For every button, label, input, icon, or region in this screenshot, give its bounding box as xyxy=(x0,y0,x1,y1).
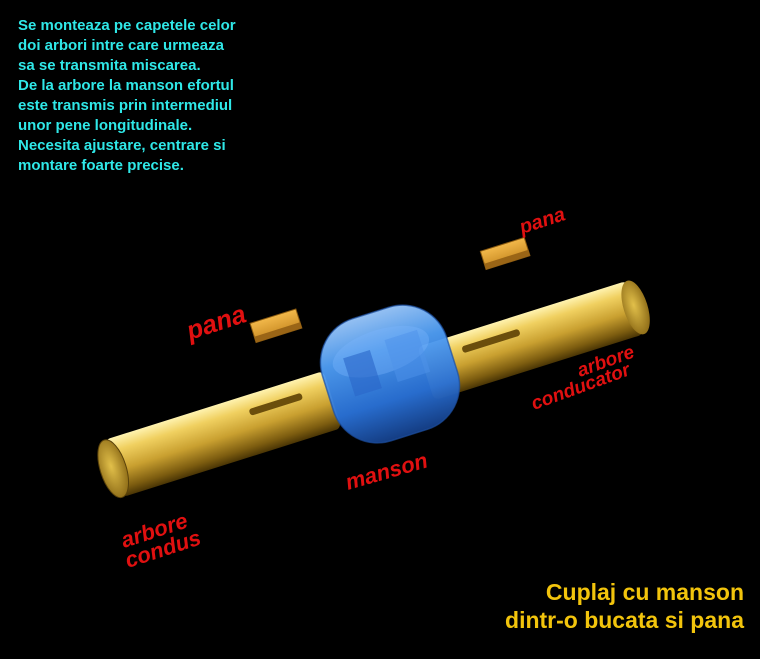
key-right xyxy=(479,236,531,271)
label-key-right: pana xyxy=(516,203,568,239)
sleeve-keyslot xyxy=(343,349,382,397)
description-line: Necesita ajustare, centrare si xyxy=(18,137,226,154)
description-line: Se monteaza pe capetele celor xyxy=(18,17,236,34)
description-line: unor pene longitudinale. xyxy=(18,117,193,134)
description-line: De la arbore la manson efortul xyxy=(18,77,234,94)
diagram-caption: Cuplaj cu manson dintr-o bucata si pana xyxy=(505,578,744,634)
keyway-left xyxy=(249,393,303,416)
caption-line: dintr-o bucata si pana xyxy=(505,607,744,633)
description-line: sa se transmita miscarea. xyxy=(18,57,201,74)
description-text: Se monteaza pe capetele celor doi arbori… xyxy=(18,16,236,176)
driven-shaft xyxy=(97,372,341,499)
sleeve-keyslot xyxy=(384,329,431,383)
label-sleeve: manson xyxy=(342,448,430,495)
description-line: montare foarte precise. xyxy=(18,157,184,174)
description-line: doi arbori intre care urmeaza xyxy=(18,37,224,54)
driving-shaft xyxy=(418,280,650,399)
sleeve-coupling xyxy=(319,304,461,444)
caption-line: Cuplaj cu manson xyxy=(545,579,744,605)
description-line: este transmis prin intermediul xyxy=(18,97,233,114)
label-key-left: pana xyxy=(182,298,250,346)
key-left xyxy=(249,308,303,344)
keyway-right xyxy=(462,329,520,353)
